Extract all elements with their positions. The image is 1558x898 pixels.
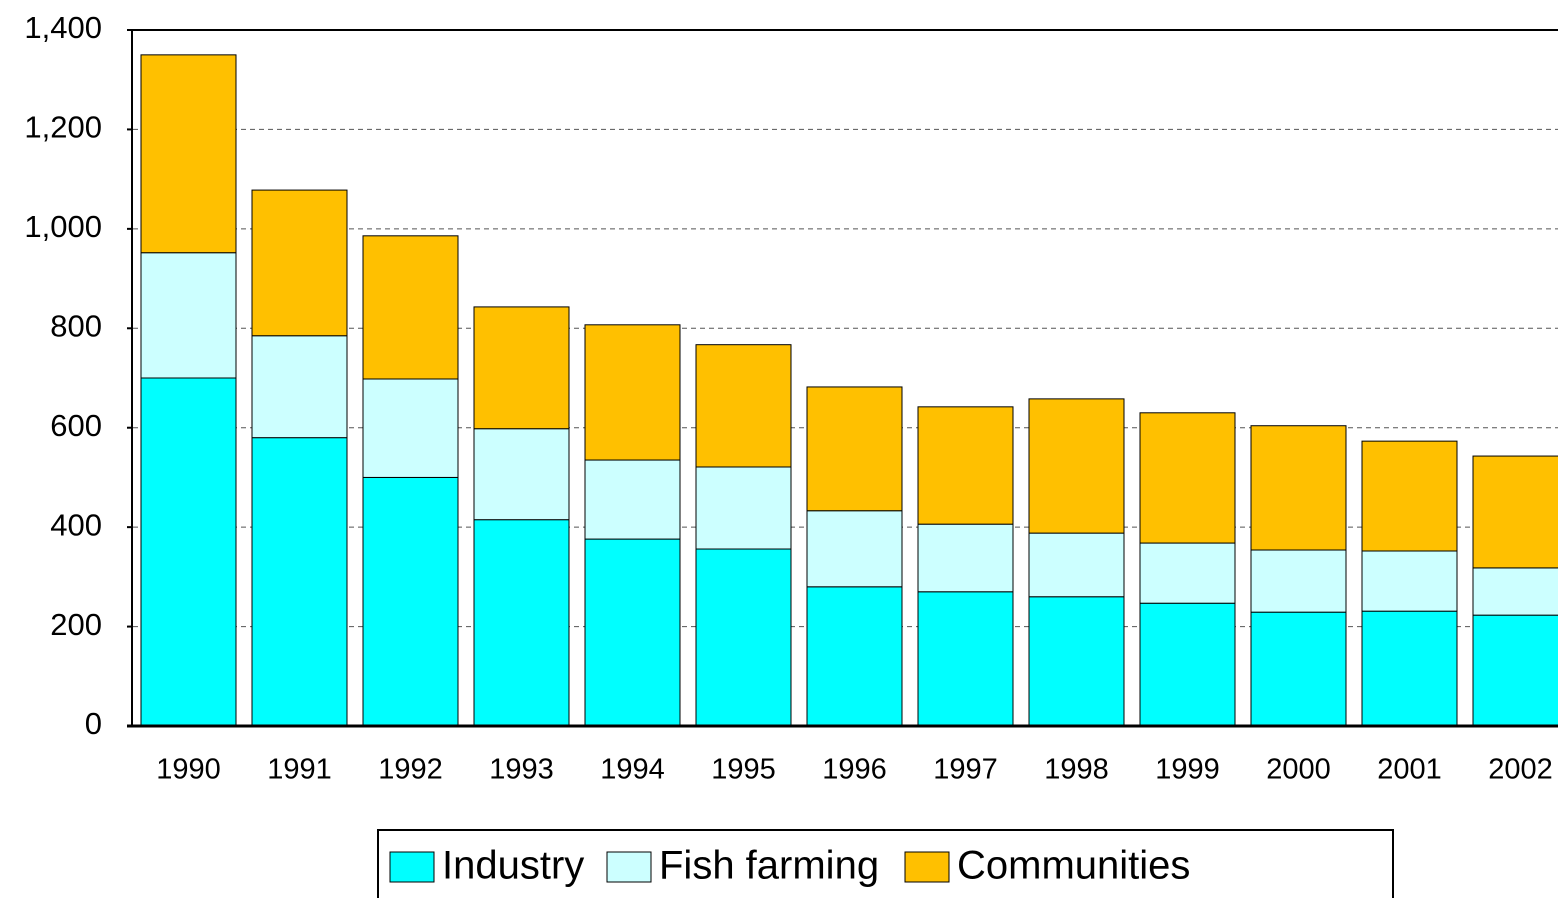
legend-swatch: [606, 851, 652, 883]
bar-segment: [917, 591, 1014, 727]
x-tick-label: 2002: [1488, 754, 1553, 786]
y-tick-label: 800: [50, 308, 102, 343]
x-tick-label: 1998: [1044, 754, 1109, 786]
bar-segment: [251, 335, 348, 439]
bar-segment: [1139, 602, 1236, 727]
x-tick-label: 1997: [933, 754, 998, 786]
bar-segment: [362, 476, 459, 727]
bar-segment: [1028, 398, 1125, 534]
legend-swatch: [389, 851, 435, 883]
bar-segment: [473, 428, 570, 521]
x-tick-label: 1995: [711, 754, 776, 786]
bar-segment: [1472, 455, 1558, 569]
bar-segment: [1028, 532, 1125, 598]
bar-segment: [1361, 440, 1458, 552]
y-tick-label: 1,000: [24, 209, 102, 244]
bar-segment: [1250, 549, 1347, 613]
bar-segment: [1250, 425, 1347, 551]
bar-segment: [251, 189, 348, 337]
bar-segment: [362, 235, 459, 380]
bar-segment: [1250, 611, 1347, 727]
bar-segment: [806, 586, 903, 727]
bar-segment: [140, 54, 237, 254]
legend-swatch: [904, 851, 950, 883]
bar-segment: [806, 386, 903, 512]
bar-segment: [1472, 567, 1558, 616]
bar-segment: [806, 510, 903, 588]
bar-segment: [473, 306, 570, 430]
bar-segment: [1139, 542, 1236, 604]
x-tick-label: 1992: [378, 754, 443, 786]
bar-segment: [584, 538, 681, 727]
bar-segment: [362, 378, 459, 478]
x-tick-label: 1999: [1155, 754, 1220, 786]
legend-box: [377, 829, 1394, 898]
legend-label: Fish farming: [659, 844, 879, 888]
bar-segment: [695, 548, 792, 727]
bar-segment: [1472, 614, 1558, 727]
y-tick-label: 1,200: [24, 110, 102, 145]
bar-segment: [695, 344, 792, 468]
bar-segment: [1361, 610, 1458, 727]
bar-segment: [917, 523, 1014, 593]
bar-segment: [584, 324, 681, 461]
bar-segment: [140, 252, 237, 379]
bar-segment: [1139, 412, 1236, 544]
y-tick-label: 1,400: [24, 10, 102, 45]
bar-segment: [1361, 550, 1458, 612]
bar-segment: [251, 437, 348, 727]
x-tick-label: 1990: [156, 754, 221, 786]
y-tick-label: 0: [85, 706, 102, 741]
x-tick-label: 2000: [1266, 754, 1331, 786]
x-tick-label: 1994: [600, 754, 665, 786]
bar-segment: [140, 377, 237, 727]
x-tick-label: 2001: [1377, 754, 1442, 786]
bar-segment: [1028, 596, 1125, 727]
y-tick-label: 200: [50, 607, 102, 642]
bar-segment: [473, 519, 570, 727]
bar-segment: [695, 466, 792, 550]
y-tick-label: 400: [50, 507, 102, 542]
x-tick-label: 1991: [267, 754, 332, 786]
bar-segment: [584, 459, 681, 540]
x-tick-label: 1996: [822, 754, 887, 786]
y-tick-label: 600: [50, 408, 102, 443]
legend-label: Communities: [957, 844, 1190, 888]
legend-label: Industry: [442, 844, 584, 888]
x-tick-label: 1993: [489, 754, 554, 786]
bar-segment: [917, 406, 1014, 525]
